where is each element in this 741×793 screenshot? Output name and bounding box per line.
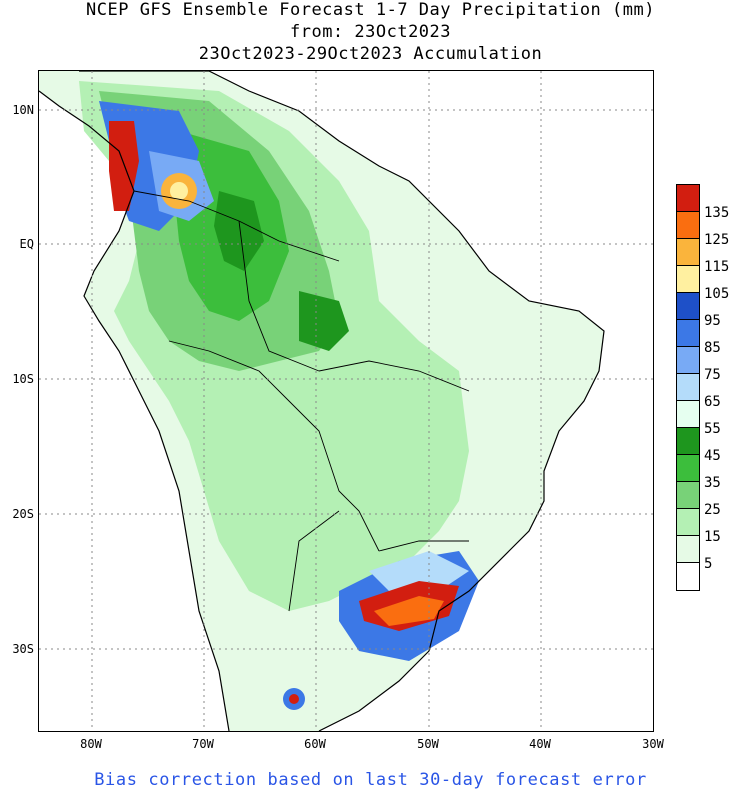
precip-south-brazil-light bbox=[369, 551, 469, 591]
legend-label: 55 bbox=[704, 421, 721, 437]
lat-label-20s: 20S bbox=[12, 507, 34, 521]
lon-label-60w: 60W bbox=[304, 737, 326, 751]
west-coastline bbox=[39, 90, 230, 731]
precip-amazon-cluster bbox=[299, 291, 349, 351]
legend-swatch bbox=[677, 185, 699, 212]
chart-subtitle-from: from: 23Oct2023 bbox=[289, 22, 452, 42]
legend-label: 75 bbox=[704, 367, 721, 383]
legend-swatch bbox=[677, 563, 699, 590]
lat-label-10s: 10S bbox=[12, 372, 34, 386]
color-legend bbox=[676, 184, 700, 591]
legend-swatch bbox=[677, 320, 699, 347]
legend-label: 15 bbox=[704, 529, 721, 545]
legend-swatch bbox=[677, 428, 699, 455]
precipitation-map bbox=[38, 70, 654, 732]
lat-label-30s: 30S bbox=[12, 642, 34, 656]
legend-swatch bbox=[677, 482, 699, 509]
precip-45-55 bbox=[214, 191, 264, 271]
legend-swatch bbox=[677, 212, 699, 239]
legend-label: 95 bbox=[704, 313, 721, 329]
legend-swatch bbox=[677, 374, 699, 401]
legend-label: 85 bbox=[704, 340, 721, 356]
lon-label-70w: 70W bbox=[192, 737, 214, 751]
coastline bbox=[79, 71, 605, 731]
legend-swatch bbox=[677, 401, 699, 428]
lon-label-40w: 40W bbox=[529, 737, 551, 751]
legend-label: 125 bbox=[704, 232, 730, 248]
chart-subtitle-accumulation: 23Oct2023-29Oct2023 Accumulation bbox=[198, 44, 543, 64]
lat-label-10n: 10N bbox=[12, 103, 34, 117]
legend-swatch bbox=[677, 455, 699, 482]
legend-label: 135 bbox=[704, 205, 730, 221]
legend-label: 65 bbox=[704, 394, 721, 410]
lat-label-eq: EQ bbox=[19, 237, 34, 251]
legend-label: 105 bbox=[704, 286, 730, 302]
precip-colombia-yellow bbox=[170, 182, 188, 200]
legend-label: 45 bbox=[704, 448, 721, 464]
map-svg bbox=[39, 71, 653, 731]
precip-argentina-cell-red bbox=[289, 694, 299, 704]
legend-label: 35 bbox=[704, 475, 721, 491]
chart-title: NCEP GFS Ensemble Forecast 1-7 Day Preci… bbox=[86, 0, 655, 20]
legend-swatch bbox=[677, 239, 699, 266]
country-borders bbox=[133, 190, 470, 612]
legend-swatch bbox=[677, 293, 699, 320]
legend-swatch bbox=[677, 509, 699, 536]
lon-label-30w: 30W bbox=[642, 737, 664, 751]
graticule bbox=[39, 71, 653, 731]
legend-swatch bbox=[677, 536, 699, 563]
precip-south-brazil-orange bbox=[374, 596, 444, 626]
legend-swatch bbox=[677, 347, 699, 374]
legend-label: 5 bbox=[704, 556, 713, 572]
lon-label-80w: 80W bbox=[80, 737, 102, 751]
legend-swatch bbox=[677, 266, 699, 293]
lon-label-50w: 50W bbox=[417, 737, 439, 751]
bias-correction-note: Bias correction based on last 30-day for… bbox=[94, 770, 647, 790]
legend-label: 25 bbox=[704, 502, 721, 518]
legend-label: 115 bbox=[704, 259, 730, 275]
